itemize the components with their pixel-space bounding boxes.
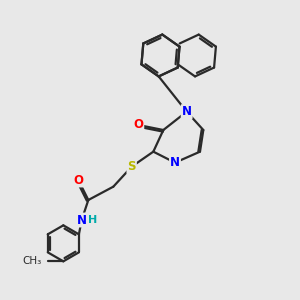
Text: N: N [77, 214, 87, 226]
Text: O: O [73, 173, 83, 187]
Text: N: N [170, 156, 180, 169]
Text: N: N [182, 105, 192, 118]
Text: S: S [128, 160, 136, 173]
Text: H: H [88, 215, 97, 225]
Text: O: O [133, 118, 143, 131]
Text: CH₃: CH₃ [22, 256, 42, 266]
